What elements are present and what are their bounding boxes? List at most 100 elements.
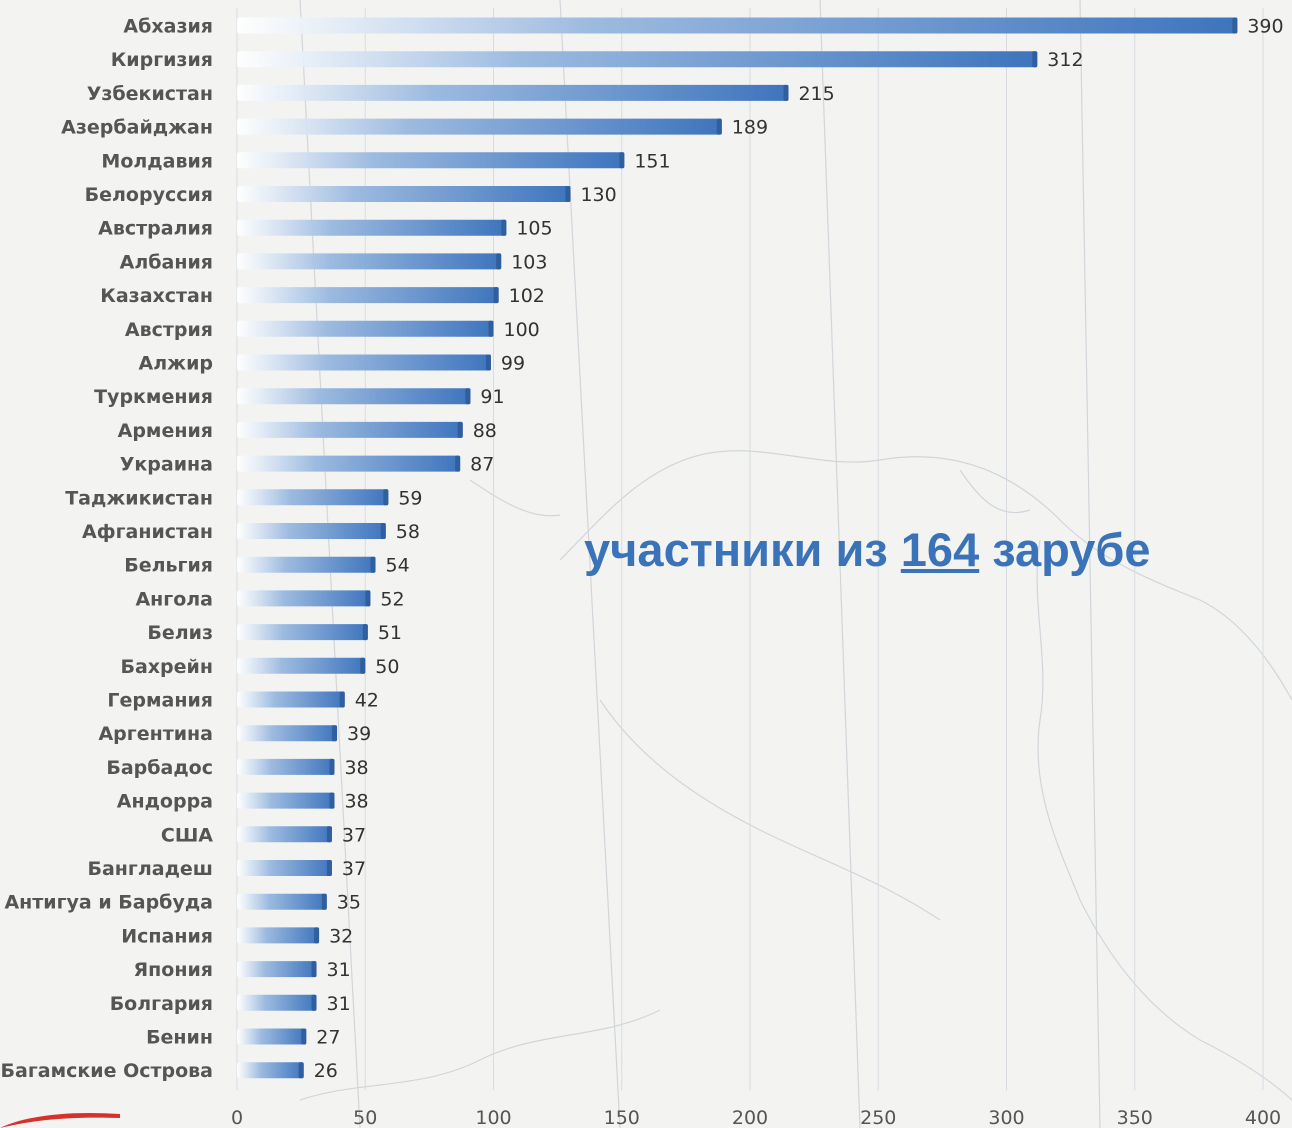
value-label: 215 <box>798 83 834 105</box>
bar <box>237 893 327 910</box>
bar <box>237 152 625 169</box>
category-label: Албания <box>120 251 213 273</box>
category-label: Австралия <box>98 218 213 240</box>
value-label: 103 <box>511 251 547 273</box>
value-label: 52 <box>380 588 404 610</box>
bar-end-cap <box>314 927 320 944</box>
bar-end-cap <box>455 455 461 472</box>
bar <box>237 826 332 843</box>
bar <box>237 792 335 809</box>
category-label: Бангладеш <box>87 858 213 880</box>
category-label: Афганистан <box>82 521 213 543</box>
headline-suffix: зарубе <box>979 523 1151 576</box>
bar <box>237 455 461 472</box>
value-label: 50 <box>375 656 399 678</box>
category-label: Бенин <box>146 1027 213 1049</box>
value-label: 99 <box>501 353 525 375</box>
category-label: Бельгия <box>124 555 213 577</box>
bar <box>237 860 332 876</box>
value-label: 151 <box>634 150 670 172</box>
bar <box>237 691 345 708</box>
category-label: Испания <box>121 925 213 947</box>
value-label: 189 <box>732 117 768 139</box>
bar-end-cap <box>496 253 502 270</box>
value-label: 37 <box>342 824 366 846</box>
bar-end-cap <box>565 186 571 202</box>
value-label: 105 <box>516 218 552 240</box>
category-label: Болгария <box>110 993 213 1015</box>
x-tick-label: 150 <box>604 1107 640 1128</box>
bar-end-cap <box>301 1028 307 1045</box>
bar-end-cap <box>383 489 389 506</box>
category-label: Япония <box>134 959 213 981</box>
bar-end-cap <box>716 118 722 135</box>
category-label: Германия <box>107 690 213 712</box>
bar <box>237 320 494 337</box>
bar-end-cap <box>329 758 335 775</box>
bar-end-cap <box>783 84 789 101</box>
category-label: Барбадос <box>106 757 213 779</box>
bar-end-cap <box>360 657 366 674</box>
category-label: Армения <box>118 420 213 442</box>
bar <box>237 523 386 539</box>
category-label: Молдавия <box>101 150 213 172</box>
category-label: Ангола <box>135 588 213 610</box>
value-label: 42 <box>355 690 379 712</box>
value-label: 87 <box>470 454 494 476</box>
category-label: Туркмения <box>94 386 213 408</box>
bar-end-cap <box>488 320 494 337</box>
bar-end-cap <box>465 388 471 405</box>
x-tick-label: 100 <box>475 1107 511 1128</box>
value-label: 54 <box>386 555 410 577</box>
value-label: 58 <box>396 521 420 543</box>
bar-end-cap <box>619 152 625 169</box>
category-label: Казахстан <box>100 285 213 307</box>
category-label: Бахрейн <box>121 656 214 678</box>
bar-end-cap <box>332 725 338 742</box>
bar <box>237 556 376 573</box>
value-label: 91 <box>480 386 504 408</box>
bar <box>237 994 317 1011</box>
category-label: Алжир <box>139 353 213 375</box>
x-tick-label: 350 <box>1117 1107 1153 1128</box>
bar-end-cap <box>362 624 368 641</box>
value-label: 59 <box>398 487 422 509</box>
value-label: 37 <box>342 858 366 880</box>
bar-end-cap <box>485 354 491 371</box>
bar <box>237 657 366 674</box>
bar <box>237 118 722 135</box>
value-label: 312 <box>1047 49 1083 71</box>
category-label: Азербайджан <box>61 117 213 139</box>
bar <box>237 758 335 775</box>
value-label: 130 <box>580 184 616 206</box>
bar-end-cap <box>339 691 345 708</box>
category-label: Белиз <box>147 622 213 644</box>
value-label: 38 <box>344 757 368 779</box>
value-label: 102 <box>509 285 545 307</box>
bar-end-cap <box>501 219 507 236</box>
headline-prefix: участники из <box>584 523 901 576</box>
bar <box>237 961 317 978</box>
category-label: Украина <box>120 454 213 476</box>
category-label: Таджикистан <box>65 487 213 509</box>
category-label: Абхазия <box>123 16 213 38</box>
x-tick-label: 0 <box>231 1107 243 1128</box>
bar-end-cap <box>457 421 463 438</box>
value-label: 38 <box>344 791 368 813</box>
category-label: Узбекистан <box>87 83 213 105</box>
bar <box>237 388 471 405</box>
x-tick-label: 250 <box>860 1107 896 1128</box>
red-swoosh-decoration <box>0 1112 120 1128</box>
bar <box>237 624 368 641</box>
value-label: 88 <box>473 420 497 442</box>
value-label: 39 <box>347 723 371 745</box>
bar-end-cap <box>1032 51 1038 68</box>
bar-end-cap <box>329 792 335 809</box>
bar <box>237 725 338 742</box>
bar-end-cap <box>493 287 499 304</box>
bar <box>237 1028 307 1045</box>
x-tick-label: 300 <box>988 1107 1024 1128</box>
bar-end-cap <box>298 1062 304 1079</box>
value-label: 51 <box>378 622 402 644</box>
